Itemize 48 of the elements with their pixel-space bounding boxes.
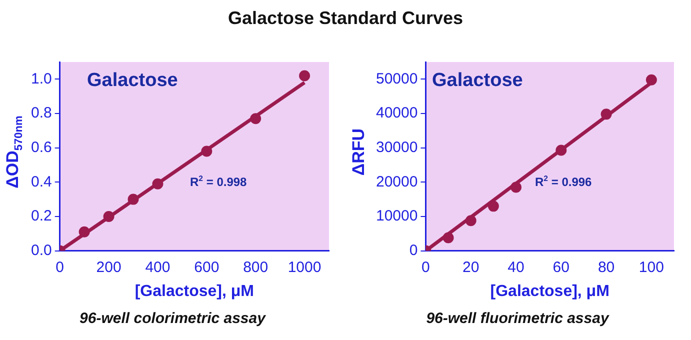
y-tick-label: 40000 [376, 104, 418, 122]
point [488, 200, 499, 212]
point [299, 70, 310, 82]
x-tick-label: 600 [194, 258, 220, 276]
annotation: Galactose [87, 70, 178, 92]
point [78, 226, 90, 238]
x-tick-label: 200 [96, 258, 122, 276]
point [442, 232, 454, 244]
x-tick-label: 40 [508, 258, 524, 276]
text: 96-well colorimetric assay [78, 310, 267, 327]
x-tick-label: 100 [638, 258, 664, 276]
y-tick-label: 0.8 [30, 104, 52, 122]
annotation: R$^{2}$ = 0.998 [190, 174, 247, 189]
text: 96-well fluorimetric assay [425, 310, 610, 327]
y-tick-label: 0.0 [30, 242, 52, 259]
point [152, 178, 164, 190]
annotation: Galactose [432, 70, 523, 92]
point [103, 210, 114, 222]
y-tick-label: 0 [409, 242, 418, 259]
y-tick-label: 1.0 [30, 70, 52, 88]
x-tick-label: 80 [598, 258, 615, 276]
y-axis-title: ΔRFU [349, 128, 369, 176]
x-tick-label: 1000 [288, 258, 322, 276]
x-tick-label: 60 [552, 258, 570, 276]
x-axis-title: [Galactose], μM [134, 282, 254, 300]
point [600, 108, 612, 120]
x-tick-label: 20 [462, 258, 480, 276]
x-tick-label: 800 [243, 258, 268, 276]
y-tick-label: 30000 [376, 138, 418, 156]
point [128, 194, 139, 205]
chart-title: Galactose Standard Curves [226, 8, 464, 29]
x-tick-label: 0 [56, 258, 64, 276]
point [510, 182, 522, 193]
point [465, 215, 476, 226]
y-tick-label: 0.2 [30, 208, 52, 225]
y-tick-label: 10000 [376, 208, 418, 225]
point [556, 144, 567, 156]
y-tick-label: 0.6 [30, 138, 52, 156]
annotation: R$^{2}$ = 0.996 [535, 174, 592, 189]
x-tick-label: 400 [145, 258, 170, 276]
y-tick-label: 0.4 [30, 173, 52, 190]
point [646, 74, 657, 86]
point [250, 113, 262, 124]
point [201, 146, 212, 157]
y-tick-label: 20000 [376, 173, 418, 190]
y-tick-label: 50000 [376, 70, 418, 88]
x-tick-label: 0 [422, 258, 430, 276]
x-axis-title: [Galactose], μM [490, 282, 610, 300]
